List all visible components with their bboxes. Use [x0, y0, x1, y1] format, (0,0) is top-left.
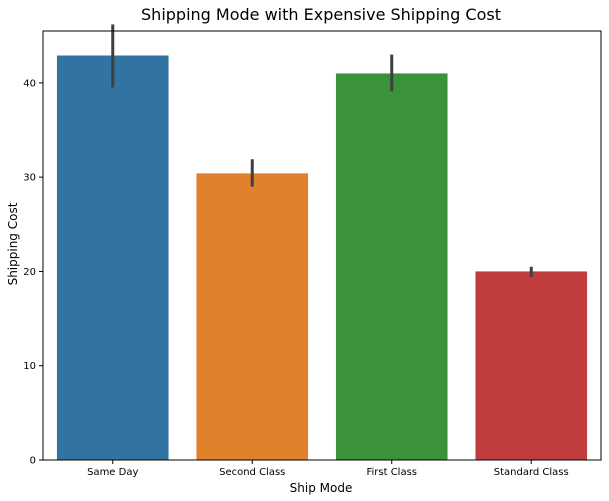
bar: [335, 73, 448, 460]
x-tick-label: Second Class: [219, 467, 285, 478]
y-axis-label: Shipping Cost: [6, 202, 20, 285]
y-tick-label: 40: [23, 78, 36, 89]
y-tick-label: 30: [23, 173, 36, 184]
x-tick-label: Same Day: [87, 467, 138, 478]
plot-frame: [42, 30, 602, 461]
y-axis: 0 10 20 30 40: [23, 78, 43, 467]
plot-area: [42, 24, 602, 461]
y-tick-label: 0: [30, 456, 36, 467]
x-tick-label: First Class: [366, 467, 417, 478]
y-tick-label: 10: [23, 361, 36, 372]
bar: [56, 55, 169, 461]
y-tick-label: 20: [23, 267, 36, 278]
x-tick-label: Standard Class: [494, 467, 569, 478]
bar: [196, 173, 309, 460]
x-axis: Same Day Second Class First Class Standard …: [87, 460, 569, 478]
x-axis-label: Ship Mode: [290, 481, 353, 495]
bar: [475, 271, 588, 460]
chart-title: Shipping Mode with Expensive Shipping Co…: [141, 5, 501, 24]
